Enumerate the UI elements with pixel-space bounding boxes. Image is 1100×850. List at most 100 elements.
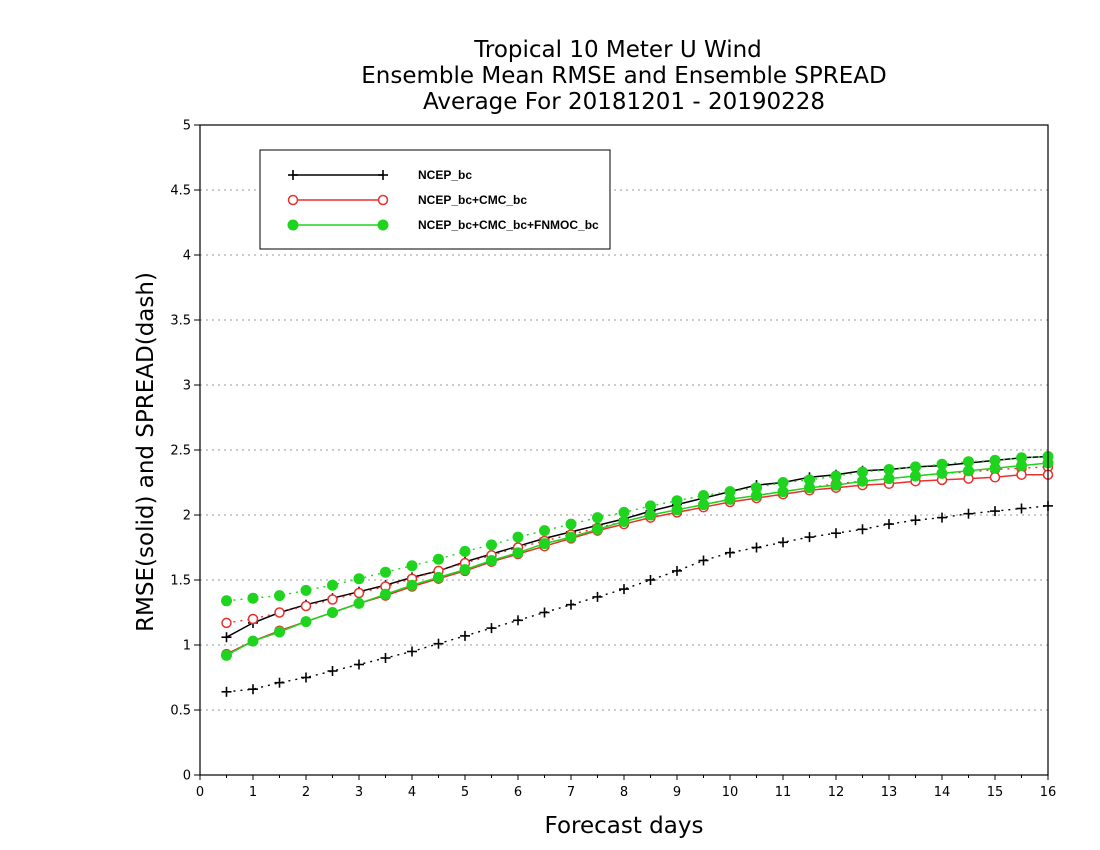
x-tick-label: 14 (934, 785, 951, 800)
series-group (221, 451, 1054, 697)
spread-point (353, 587, 365, 599)
rmse-point (724, 493, 736, 505)
spread-point (937, 512, 947, 523)
rmse-point (830, 479, 842, 491)
spread-point (513, 615, 523, 626)
spread-point (460, 630, 470, 641)
spread-point (221, 595, 232, 607)
legend-item: NCEP_bc+CMC_bc (287, 193, 527, 207)
spread-point (274, 607, 285, 618)
rmse-point (433, 571, 444, 583)
x-tick-label: 9 (673, 785, 681, 800)
spread-point (433, 553, 444, 565)
spread-line (226, 455, 1049, 602)
x-tick-label: 13 (881, 785, 898, 800)
rmse-line (226, 455, 1049, 638)
spread-point (274, 677, 285, 688)
y-tick-label: 4.5 (170, 184, 191, 199)
legend: NCEP_bc NCEP_bc+CMC_bc NCEP_bc+CMC_bc+FNMO… (259, 149, 611, 250)
chart-title-line-2: Ensemble Mean RMSE and Ensemble SPREAD (361, 63, 886, 89)
gridlines (200, 189, 1048, 711)
spread-point (883, 464, 895, 475)
spread-point (618, 506, 630, 518)
rmse-point (565, 531, 577, 543)
rmse-point (486, 555, 497, 566)
rmse-point (380, 588, 391, 600)
x-tick-label: 11 (775, 785, 792, 800)
chart-title-line-1: Tropical 10 Meter U Wind (473, 37, 762, 63)
spread-point (539, 607, 550, 618)
x-tick-label: 16 (1040, 785, 1057, 800)
rmse-point (804, 482, 815, 494)
spread-point (327, 579, 338, 591)
y-tick-label: 2.5 (170, 444, 191, 459)
rmse-point (539, 538, 550, 550)
legend-marker (378, 170, 388, 180)
rmse-point (1016, 469, 1027, 480)
spread-point (619, 584, 629, 595)
series-1 (221, 451, 1053, 697)
spread-point (910, 461, 921, 473)
rmse-point (645, 509, 656, 521)
plot-frame (199, 124, 1049, 776)
legend-marker (377, 194, 389, 206)
legend-marker (287, 194, 299, 206)
spread-point (963, 508, 974, 519)
legend-marker (288, 170, 298, 180)
rmse-point (989, 472, 1001, 483)
y-tick-label: 3.5 (170, 314, 191, 329)
x-tick-label: 4 (408, 785, 416, 800)
spread-point (698, 555, 709, 566)
rmse-point (963, 465, 974, 477)
y-tick-label: 0.5 (170, 704, 191, 719)
rmse-point (751, 490, 762, 501)
spread-point (380, 566, 391, 578)
rmse-point (353, 597, 365, 609)
x-tick-label: 5 (461, 785, 469, 800)
spread-point (406, 560, 418, 572)
legend-items: NCEP_bc NCEP_bc+CMC_bc NCEP_bc+CMC_bc+FNMO… (287, 168, 599, 232)
spread-point (486, 539, 497, 551)
rmse-point (698, 499, 709, 511)
legend-item: NCEP_bc+CMC_bc+FNMOC_bc (287, 218, 599, 232)
chart-title: Tropical 10 Meter U Wind Ensemble Mean R… (361, 37, 886, 115)
x-tick-label: 6 (514, 785, 522, 800)
spread-point (221, 686, 232, 697)
spread-point (566, 599, 576, 610)
spread-point (936, 458, 948, 470)
spread-point (486, 623, 497, 634)
spread-point (645, 575, 656, 585)
x-tick-label: 8 (620, 785, 628, 800)
legend-marker (287, 219, 299, 231)
spread-point (698, 490, 709, 501)
rmse-point (512, 547, 524, 559)
rmse-point (592, 523, 603, 535)
rmse-point (989, 462, 1001, 474)
rmse-point (671, 504, 683, 516)
rmse-point (221, 649, 232, 661)
rmse-point (327, 607, 338, 618)
x-tick-label: 3 (355, 785, 363, 800)
spread-point (910, 515, 921, 526)
y-tick-label: 0 (183, 769, 191, 784)
spread-point (857, 524, 868, 535)
spread-point (247, 613, 259, 625)
rmse-point (459, 564, 471, 576)
spread-point (407, 646, 417, 657)
rmse-point (857, 475, 868, 487)
spread-point (512, 531, 524, 543)
spread-point (1016, 503, 1027, 514)
spread-point (830, 470, 842, 482)
x-tick-label: 7 (567, 785, 575, 800)
legend-label: NCEP_bc+CMC_bc+FNMOC_bc (418, 218, 599, 232)
spread-point (300, 600, 312, 612)
y-tick-label: 4 (183, 249, 191, 264)
spread-line (226, 505, 1049, 693)
spread-point (884, 519, 894, 530)
rmse-line (226, 462, 1049, 657)
x-tick-label: 2 (302, 785, 310, 800)
spread-point (990, 506, 1000, 517)
rmse-point (221, 632, 232, 643)
x-axis-label: Forecast days (545, 813, 704, 839)
spread-point (433, 638, 444, 649)
